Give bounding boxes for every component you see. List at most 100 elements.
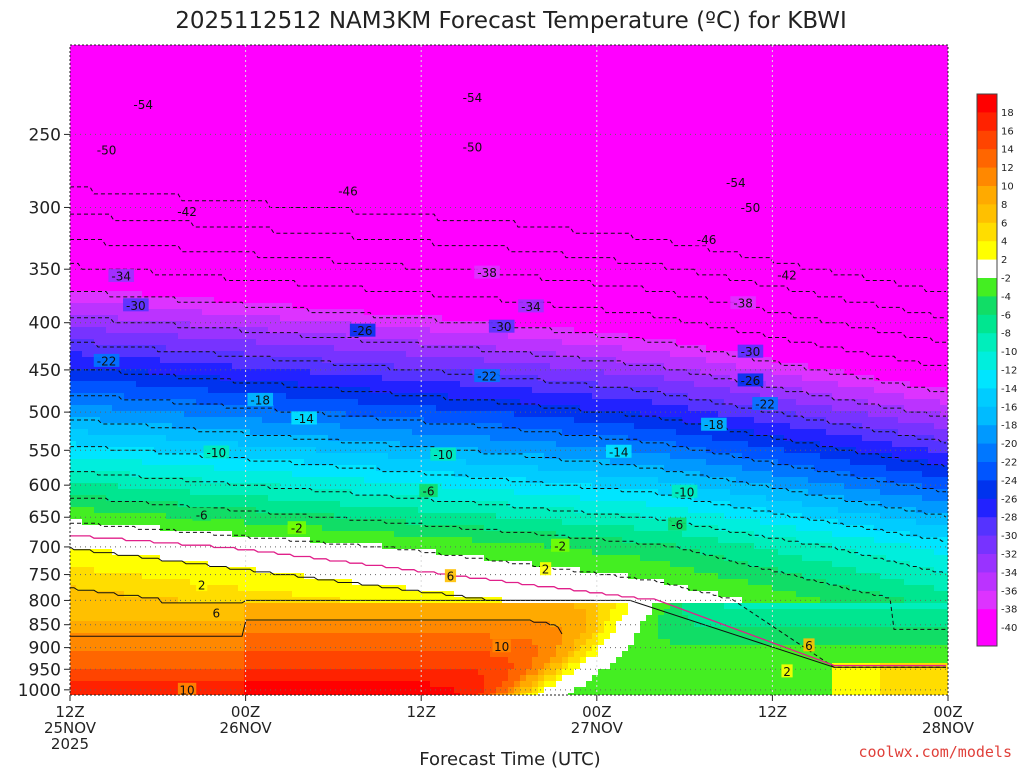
temperature-cell <box>208 429 215 436</box>
temperature-cell <box>274 177 281 184</box>
temperature-cell <box>154 687 161 694</box>
temperature-cell <box>268 657 275 664</box>
temperature-cell <box>232 543 239 550</box>
temperature-cell <box>196 261 203 268</box>
temperature-cell <box>280 207 287 214</box>
temperature-cell <box>316 135 323 142</box>
temperature-cell <box>184 261 191 268</box>
temperature-cell <box>196 333 203 340</box>
temperature-cell <box>340 471 347 478</box>
temperature-cell <box>100 51 107 58</box>
temperature-cell <box>238 513 245 520</box>
temperature-cell <box>166 573 173 580</box>
temperature-cell <box>148 171 155 178</box>
temperature-cell <box>118 141 125 148</box>
temperature-cell <box>118 393 125 400</box>
temperature-cell <box>322 483 329 490</box>
temperature-cell <box>154 435 161 442</box>
temperature-cell <box>274 117 281 124</box>
temperature-cell <box>82 171 89 178</box>
temperature-cell <box>328 153 335 160</box>
temperature-cell <box>298 297 305 304</box>
temperature-cell <box>262 633 269 640</box>
temperature-cell <box>244 87 251 94</box>
temperature-cell <box>118 381 125 388</box>
temperature-cell <box>166 663 173 670</box>
temperature-cell <box>304 93 311 100</box>
temperature-cell <box>250 369 257 376</box>
temperature-cell <box>184 561 191 568</box>
temperature-cell <box>118 213 125 220</box>
temperature-cell <box>148 615 155 622</box>
temperature-cell <box>160 159 167 166</box>
temperature-cell <box>328 111 335 118</box>
temperature-cell <box>76 195 83 202</box>
temperature-cell <box>142 501 149 508</box>
temperature-cell <box>214 213 221 220</box>
temperature-cell <box>340 357 347 364</box>
temperature-cell <box>118 159 125 166</box>
temperature-cell <box>232 387 239 394</box>
temperature-cell <box>208 579 215 586</box>
temperature-cell <box>166 363 173 370</box>
temperature-cell <box>136 213 143 220</box>
temperature-cell <box>244 69 251 76</box>
temperature-cell <box>118 531 125 538</box>
temperature-cell <box>316 489 323 496</box>
temperature-cell <box>256 693 263 695</box>
temperature-cell <box>244 549 251 556</box>
temperature-cell <box>196 417 203 424</box>
temperature-cell <box>244 129 251 136</box>
temperature-cell <box>322 615 329 622</box>
temperature-cell <box>196 477 203 484</box>
temperature-cell <box>142 477 149 484</box>
temperature-cell <box>238 177 245 184</box>
temperature-cell <box>190 675 197 682</box>
temperature-cell <box>118 237 125 244</box>
temperature-cell <box>328 177 335 184</box>
temperature-cell <box>310 315 317 322</box>
temperature-cell <box>172 603 179 610</box>
temperature-cell <box>190 423 197 430</box>
temperature-cell <box>238 357 245 364</box>
temperature-cell <box>172 663 179 670</box>
temperature-cell <box>76 441 83 448</box>
temperature-cell <box>142 255 149 262</box>
temperature-cell <box>316 81 323 88</box>
temperature-cell <box>208 297 215 304</box>
temperature-cell <box>88 525 95 532</box>
temperature-cell <box>184 405 191 412</box>
temperature-cell <box>292 339 299 346</box>
temperature-cell <box>340 405 347 412</box>
temperature-cell <box>82 327 89 334</box>
temperature-cell <box>124 561 131 568</box>
temperature-cell <box>124 69 131 76</box>
temperature-cell <box>178 273 185 280</box>
temperature-cell <box>100 651 107 658</box>
temperature-cell <box>316 459 323 466</box>
temperature-cell <box>196 165 203 172</box>
temperature-cell <box>184 255 191 262</box>
temperature-cell <box>118 489 125 496</box>
temperature-cell <box>262 117 269 124</box>
temperature-cell <box>340 231 347 238</box>
temperature-cell <box>256 225 263 232</box>
temperature-cell <box>178 609 185 616</box>
temperature-cell <box>154 459 161 466</box>
temperature-cell <box>136 369 143 376</box>
temperature-cell <box>88 591 95 598</box>
temperature-cell <box>124 597 131 604</box>
temperature-cell <box>250 267 257 274</box>
temperature-cell <box>244 303 251 310</box>
temperature-cell <box>310 573 317 580</box>
temperature-cell <box>124 45 131 52</box>
temperature-cell <box>154 657 161 664</box>
temperature-cell <box>94 309 101 316</box>
temperature-cell <box>82 555 89 562</box>
temperature-cell <box>328 309 335 316</box>
temperature-cell <box>238 675 245 682</box>
temperature-cell <box>160 363 167 370</box>
temperature-cell <box>136 681 143 688</box>
temperature-cell <box>262 639 269 646</box>
temperature-cell <box>322 207 329 214</box>
